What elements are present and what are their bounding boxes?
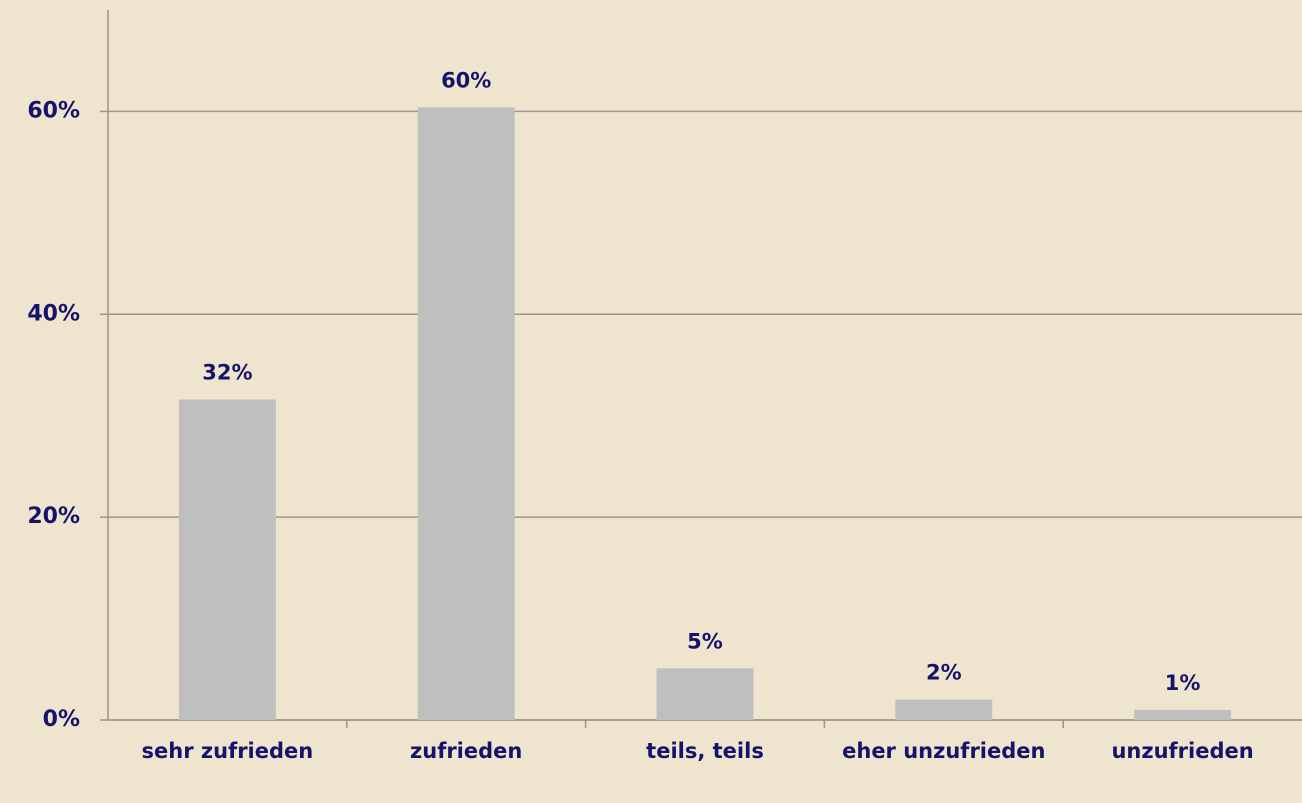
y-tick-label: 0%: [43, 707, 80, 732]
bar: [1134, 709, 1232, 720]
y-tick-label: 60%: [27, 98, 80, 123]
x-tick-label: sehr zufrieden: [141, 739, 314, 763]
x-tick-label: zufrieden: [410, 739, 523, 763]
x-tick-label: eher unzufrieden: [842, 739, 1046, 763]
data-label: 2%: [926, 661, 962, 685]
x-tick-label: unzufrieden: [1111, 739, 1254, 763]
bar: [417, 107, 515, 720]
x-tick-label: teils, teils: [646, 739, 764, 763]
data-label: 1%: [1165, 671, 1201, 695]
data-label: 5%: [687, 629, 723, 653]
bar: [656, 668, 754, 720]
data-label: 32%: [202, 360, 252, 384]
y-tick-label: 20%: [27, 504, 80, 529]
y-tick-label: 40%: [27, 301, 80, 326]
bar: [895, 699, 993, 720]
bar: [178, 399, 276, 720]
data-label: 60%: [441, 68, 491, 92]
